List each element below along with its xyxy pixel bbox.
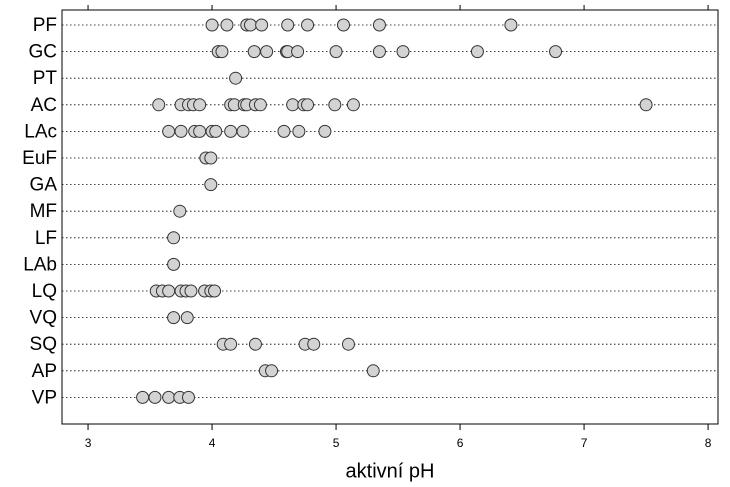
dot <box>229 71 243 85</box>
dot <box>209 124 223 138</box>
y-tick-label: VQ <box>30 308 57 329</box>
dot <box>253 98 267 112</box>
dot <box>329 45 343 59</box>
y-tick-label: PT <box>33 68 58 89</box>
y-tick-label: LQ <box>32 281 57 302</box>
dot <box>236 124 250 138</box>
y-tick-label: LF <box>35 228 57 249</box>
dot <box>193 124 207 138</box>
dot <box>247 45 261 59</box>
dot <box>136 390 150 404</box>
dot <box>181 390 195 404</box>
dot <box>167 257 181 271</box>
dot <box>180 311 194 325</box>
dot <box>255 18 269 32</box>
dot <box>366 364 380 378</box>
dot <box>224 124 238 138</box>
y-tick-label: GA <box>30 175 58 196</box>
dot <box>193 98 207 112</box>
dot <box>346 98 360 112</box>
x-tick-label: 5 <box>333 436 340 450</box>
x-tick-label: 8 <box>705 436 712 450</box>
dot <box>372 45 386 59</box>
dot <box>215 45 229 59</box>
y-tick-label: MF <box>30 201 57 222</box>
dot <box>281 18 295 32</box>
y-tick-label: PF <box>33 15 57 36</box>
dot <box>162 284 176 298</box>
dot <box>173 204 187 218</box>
plot-frame <box>61 9 719 425</box>
y-tick-label: AC <box>31 95 57 116</box>
dot <box>148 390 162 404</box>
y-tick-label: EuF <box>22 148 57 169</box>
dot <box>301 98 315 112</box>
dot <box>162 124 176 138</box>
dot <box>307 337 321 351</box>
dot <box>292 124 306 138</box>
dot <box>167 311 181 325</box>
dot <box>396 45 410 59</box>
dot <box>174 124 188 138</box>
dot <box>504 18 518 32</box>
dot <box>220 18 234 32</box>
dot <box>470 45 484 59</box>
y-tick-label: SQ <box>30 334 57 355</box>
dot <box>243 18 257 32</box>
dot <box>184 284 198 298</box>
dot <box>301 18 315 32</box>
dot <box>248 337 262 351</box>
x-tick-label: 4 <box>209 436 216 450</box>
dot <box>318 124 332 138</box>
x-axis-label: aktivní pH <box>346 460 435 482</box>
x-tick-label: 7 <box>581 436 588 450</box>
dot <box>260 45 274 59</box>
dot <box>162 390 176 404</box>
dot <box>336 18 350 32</box>
dot <box>277 124 291 138</box>
y-tick-label: LAb <box>23 254 57 275</box>
dot <box>152 98 166 112</box>
dot <box>205 18 219 32</box>
dot <box>291 45 305 59</box>
dot <box>167 231 181 245</box>
y-tick-label: LAc <box>24 121 57 142</box>
dot <box>265 364 279 378</box>
dot <box>341 337 355 351</box>
y-tick-label: AP <box>32 361 57 382</box>
dot <box>639 98 653 112</box>
y-tick-label: GC <box>29 42 58 63</box>
dot <box>224 337 238 351</box>
y-tick-label: VP <box>32 387 57 408</box>
dot <box>208 284 222 298</box>
dot <box>204 151 218 165</box>
x-tick-label: 6 <box>457 436 464 450</box>
x-tick-label: 3 <box>85 436 92 450</box>
dot <box>372 18 386 32</box>
dot <box>328 98 342 112</box>
dot <box>549 45 563 59</box>
dot <box>204 178 218 192</box>
dot <box>286 98 300 112</box>
